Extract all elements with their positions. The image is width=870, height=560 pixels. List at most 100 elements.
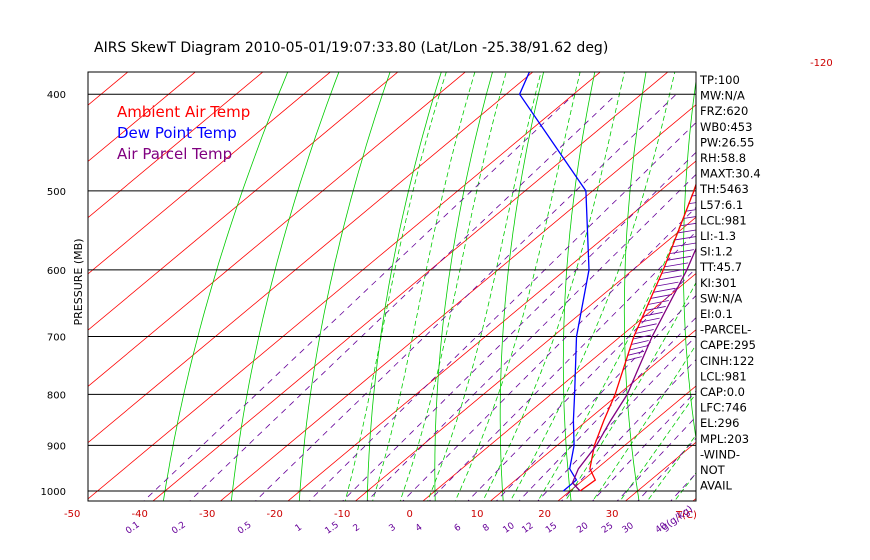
isotherm-line: [287, 160, 696, 501]
moist-adiabat-line: [619, 392, 696, 501]
index-entry: CAPE:295: [700, 338, 756, 352]
mixing-ratio-line: [341, 151, 696, 501]
mixing-ratio-lines: [143, 93, 696, 501]
bottom-temp-tick-label: 0: [406, 509, 412, 520]
isotherm-line: [354, 216, 696, 501]
index-entry: TT:45.7: [699, 260, 742, 274]
dry-adiabat-line: [230, 72, 340, 501]
index-entry: EI:0.1: [700, 307, 733, 321]
dry-adiabat-line: [796, 0, 870, 512]
mixing-ratio-tick-label: 12: [520, 521, 535, 536]
cape-hatch-line: [669, 249, 694, 255]
moist-adiabat-line: [482, 72, 625, 501]
index-entry: FRZ:620: [700, 104, 748, 118]
cape-hatch-line: [629, 345, 647, 351]
cape-hatch-line: [627, 350, 645, 356]
cape-hatch-line: [625, 356, 642, 362]
pressure-tick-label: 400: [47, 90, 66, 101]
mixing-ratio-tick-label: 1: [294, 523, 304, 534]
index-entry: NOT: [700, 463, 726, 477]
isotherm-line: [152, 72, 669, 501]
isotherm-line: [219, 104, 696, 501]
cape-hatch-line: [731, 68, 748, 72]
index-entry: RH:58.8: [700, 151, 746, 165]
dry-adiabat-line: [298, 72, 391, 501]
index-entry: SI:1.2: [700, 245, 733, 259]
mixing-ratio-tick-label: 20: [575, 521, 590, 536]
plot-area: [0, 0, 870, 512]
index-entry: KI:301: [700, 276, 737, 290]
isotherm-line: [422, 272, 696, 501]
mixing-ratio-line: [254, 93, 677, 501]
mixing-ratio-tick-label: 10: [502, 521, 517, 536]
cape-hatch-line: [742, 25, 752, 29]
dry-adiabat-line: [434, 72, 493, 501]
index-entry: MAXT:30.4: [700, 167, 761, 181]
bottom-temp-tick-label: 10: [471, 509, 484, 520]
cape-hatch-line: [642, 311, 663, 317]
moist-adiabat-line: [509, 72, 676, 501]
cape-hatch-line: [637, 323, 657, 329]
mixing-ratio-line: [518, 317, 696, 501]
cape-hatch-line: [645, 306, 666, 311]
isotherm-line: [88, 72, 534, 444]
isotherm-line: [88, 72, 129, 106]
index-entry: MW:N/A: [700, 89, 745, 103]
mixing-ratio-line: [467, 267, 696, 501]
isotherm-line: [0, 0, 686, 512]
cape-hatch-line: [680, 222, 696, 227]
cape-hatch-line: [632, 334, 652, 340]
series-line: [579, 182, 696, 492]
index-entry: TH:5463: [699, 182, 749, 196]
mixing-ratio-tick-label: 30: [621, 521, 636, 536]
moist-adiabat-lines: [344, 72, 696, 501]
cape-hatch-line: [661, 269, 686, 274]
moist-adiabat-line: [674, 472, 696, 501]
mixing-ratio-tick-label: 25: [600, 521, 615, 536]
dry-adiabat-line: [850, 0, 870, 512]
pressure-tick-label: 700: [47, 333, 66, 344]
isotherm-line: [0, 0, 754, 512]
mixing-ratio-tick-label: 4: [414, 522, 425, 534]
bottom-temp-tick-label: -20: [266, 509, 282, 520]
bottom-temp-tick-label: -50: [64, 509, 80, 520]
plot-frame: [87, 71, 697, 502]
cape-hatch-line: [748, 2, 754, 6]
cape-hatch-line: [683, 216, 696, 219]
moist-adiabat-line: [454, 72, 581, 501]
index-entry: TP:100: [699, 73, 740, 87]
bottom-temp-tick-label: -10: [334, 509, 350, 520]
mixing-ratio-line: [402, 206, 696, 501]
mixing-ratio-tick-label: 0.1: [124, 520, 141, 536]
legend-entry: Air Parcel Temp: [117, 145, 232, 163]
moist-adiabat-line: [372, 72, 476, 501]
dry-adiabat-line: [499, 72, 545, 501]
index-entry: WB0:453: [700, 120, 752, 134]
index-entry: -PARCEL-: [700, 323, 751, 337]
mixing-ratio-tick-label: 6: [453, 522, 464, 534]
dry-adiabat-line: [741, 0, 870, 512]
mixing-ratio-line: [308, 122, 696, 501]
pressure-tick-label: 900: [47, 441, 66, 452]
pressure-tick-label: 500: [47, 187, 66, 198]
isotherm-line: [747, 0, 870, 512]
mixing-ratio-line: [366, 173, 696, 501]
cape-hatch-line: [685, 209, 696, 212]
cape-hatch-line: [745, 13, 753, 17]
moist-adiabat-line: [646, 434, 696, 501]
dry-adiabat-line: [366, 72, 442, 501]
mixing-ratio-line: [637, 437, 696, 501]
index-entry: AVAIL: [700, 479, 733, 493]
bottom-temp-tick-labels: -50 -40 -30 -20 -10 0 10 20 30: [64, 509, 619, 520]
cape-hatch-line: [666, 255, 692, 261]
cape-hatch-line: [734, 58, 749, 62]
mixing-ratio-line: [537, 335, 696, 501]
cape-hatch-line: [736, 47, 749, 51]
mixing-ratio-line: [428, 231, 696, 501]
index-entry: LI:-1.3: [700, 229, 736, 243]
bottom-temp-tick-label: 30: [606, 509, 619, 520]
pressure-tick-label: 600: [47, 266, 66, 277]
index-entry: LFC:746: [700, 401, 747, 415]
y-axis-label: PRESSURE (MB): [72, 239, 85, 326]
